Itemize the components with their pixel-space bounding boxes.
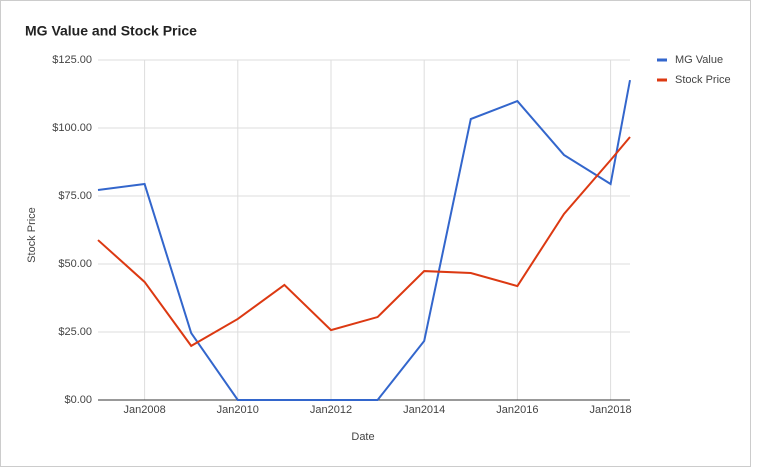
y-axis-title: Stock Price	[26, 207, 38, 263]
x-axis-title: Date	[351, 431, 374, 443]
chart-title: MG Value and Stock Price	[25, 23, 197, 39]
y-tick-label: $25.00	[58, 326, 92, 338]
y-tick-label: $50.00	[58, 258, 92, 270]
y-tick-label: $100.00	[52, 122, 92, 134]
legend-label: Stock Price	[675, 74, 731, 86]
y-tick-label: $125.00	[52, 54, 92, 66]
legend-label: MG Value	[675, 54, 723, 66]
data-line	[97, 136, 631, 348]
x-tick-label: Jan2008	[123, 404, 165, 416]
data-line	[97, 79, 631, 401]
x-tick-label: Jan2010	[217, 404, 259, 416]
y-tick-label: $0.00	[64, 394, 92, 406]
y-tick-label: $75.00	[58, 190, 92, 202]
x-tick-label: Jan2016	[496, 404, 538, 416]
x-tick-label: Jan2012	[310, 404, 352, 416]
x-tick-label: Jan2014	[403, 404, 445, 416]
x-tick-label: Jan2018	[589, 404, 631, 416]
